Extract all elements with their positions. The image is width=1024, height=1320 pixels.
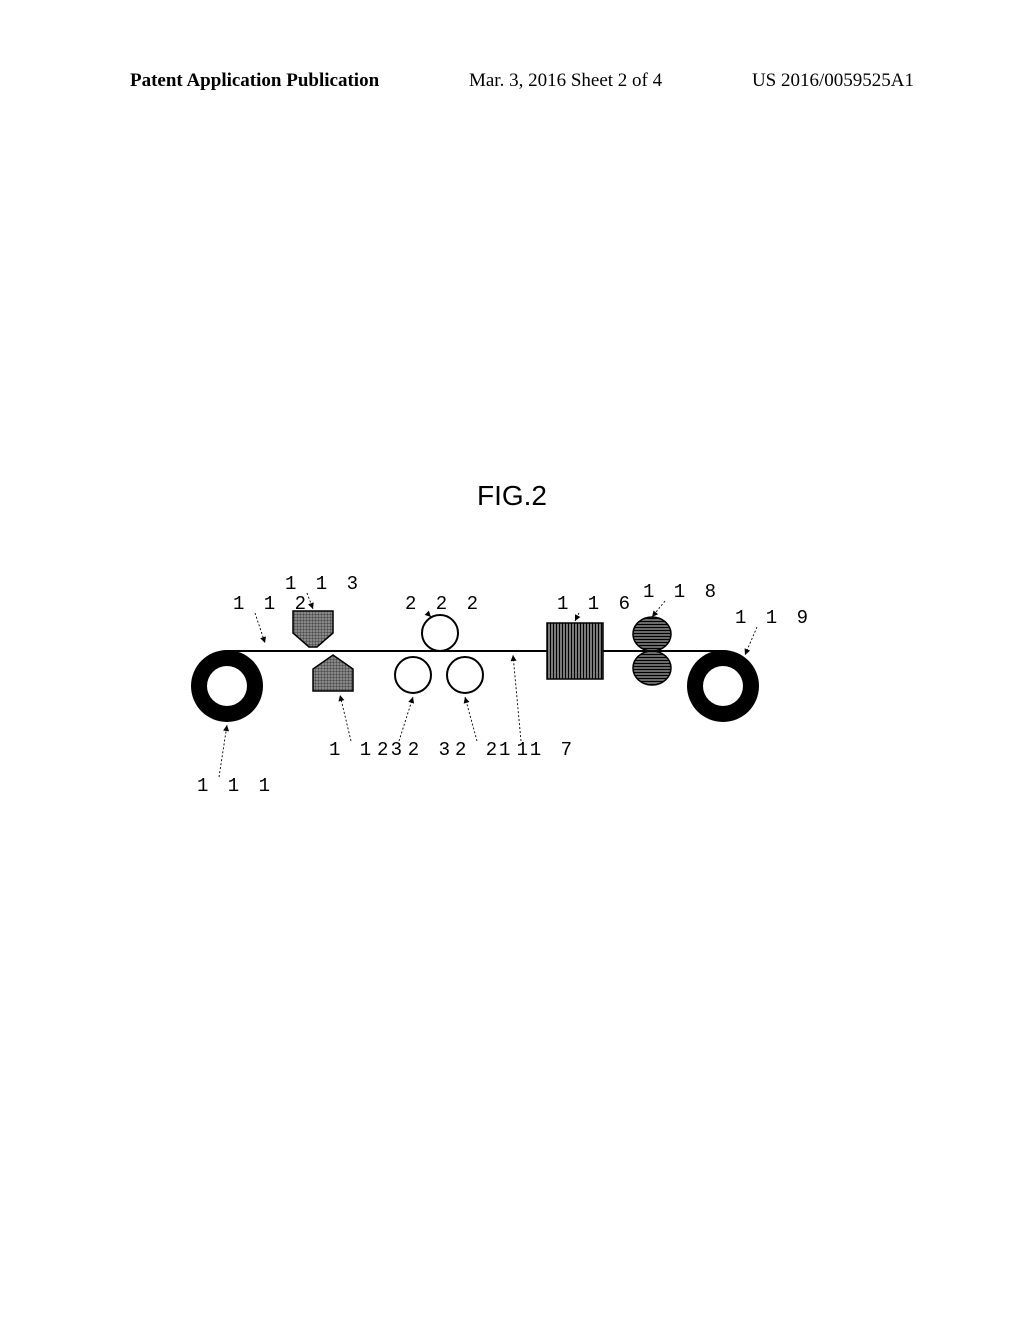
leader bbox=[745, 627, 757, 655]
ref-113b: 1 1 3 bbox=[329, 739, 406, 761]
roll-223 bbox=[395, 657, 431, 693]
header-publication: Patent Application Publication bbox=[130, 70, 379, 92]
leader bbox=[219, 725, 229, 777]
ref-111: 1 1 1 bbox=[197, 775, 274, 797]
leader bbox=[338, 695, 351, 741]
process-box-116 bbox=[547, 623, 603, 679]
spool-right bbox=[687, 650, 759, 722]
roller-118-bot bbox=[633, 651, 671, 685]
hopper-top bbox=[293, 611, 333, 647]
roll-222 bbox=[422, 615, 458, 651]
ref-119: 1 1 9 bbox=[735, 607, 812, 629]
header-date-sheet: Mar. 3, 2016 Sheet 2 of 4 bbox=[469, 70, 662, 92]
ref-113a: 1 1 3 bbox=[285, 573, 362, 595]
header-pubnumber: US 2016/0059525A1 bbox=[752, 70, 914, 92]
figure-diagram: 1 1 11 1 21 1 61 1 71 1 81 1 92 2 12 2 2… bbox=[165, 545, 785, 805]
ref-112: 1 1 2 bbox=[233, 593, 310, 615]
leader bbox=[511, 655, 521, 741]
spool-left bbox=[191, 650, 263, 722]
hopper-bottom bbox=[313, 655, 353, 691]
ref-222: 2 2 2 bbox=[405, 593, 482, 615]
page-header: Patent Application Publication Mar. 3, 2… bbox=[0, 70, 1024, 92]
leader bbox=[399, 697, 414, 741]
ref-118: 1 1 8 bbox=[643, 581, 720, 603]
leader bbox=[464, 697, 477, 741]
leader bbox=[255, 613, 266, 643]
ref-116: 1 1 6 bbox=[557, 593, 634, 615]
leader bbox=[652, 601, 665, 617]
roll-221 bbox=[447, 657, 483, 693]
roller-118-top bbox=[633, 617, 671, 651]
figure-title: FIG.2 bbox=[477, 480, 547, 512]
ref-221: 2 2 1 bbox=[455, 739, 532, 761]
